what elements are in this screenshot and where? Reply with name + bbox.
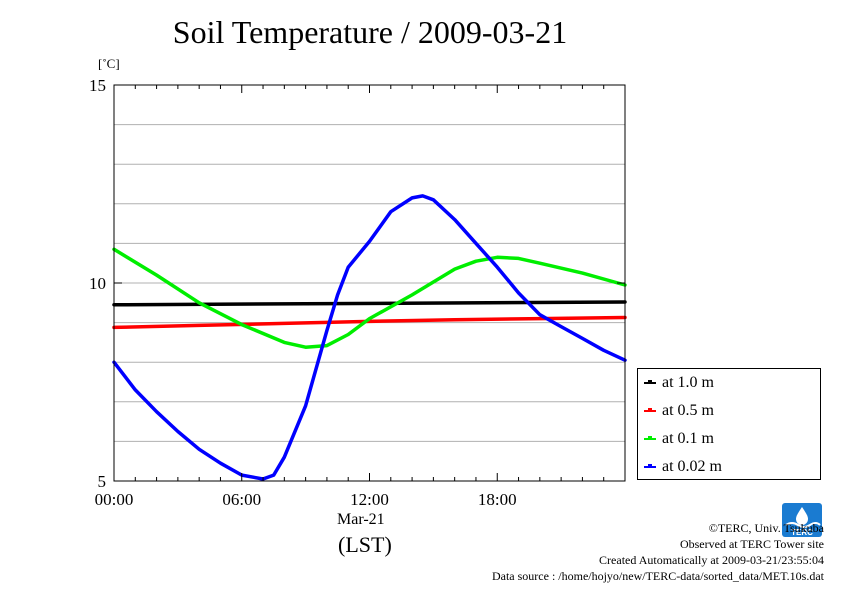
legend-label: at 0.02 m [662, 458, 722, 475]
legend-swatch [644, 464, 656, 468]
y-axis-unit-label: [˚C] [98, 56, 120, 71]
created-timestamp-text: Created Automatically at 2009-03-21/23:5… [599, 553, 824, 567]
series-line-1 [112, 315, 627, 330]
copyright-text: ©TERC, Univ. Tsukuba [708, 521, 824, 535]
legend-label: at 0.1 m [662, 430, 714, 447]
logo-text: TERC [791, 528, 813, 537]
legend-swatch [644, 380, 656, 384]
legend-item: at 0.02 m [644, 457, 722, 477]
credits-block: ©TERC, Univ. Tsukuba Observed at TERC To… [492, 520, 824, 584]
legend-swatch [644, 436, 656, 440]
chart-title: Soil Temperature / 2009-03-21 [172, 14, 568, 50]
observation-site-text: Observed at TERC Tower site [679, 537, 824, 551]
y-tick-label: 15 [89, 76, 106, 95]
legend-label: at 1.0 m [662, 374, 714, 391]
x-tick-label: 00:00 [95, 490, 134, 509]
axis-ticks: 5 10 15 00:00 06:00 12:00 18:00 [89, 76, 625, 509]
legend: at 1.0 m at 0.5 m at 0.1 m at 0.02 m [637, 368, 821, 480]
legend-label: at 0.5 m [662, 402, 714, 419]
legend-swatch [644, 408, 656, 412]
x-axis-label: (LST) [338, 532, 392, 557]
grid-lines [114, 124, 625, 442]
series-line-2 [112, 247, 627, 349]
x-tick-label: 12:00 [350, 490, 389, 509]
legend-item: at 0.5 m [644, 401, 714, 421]
x-tick-label: 18:00 [478, 490, 517, 509]
x-axis-date-label: Mar-21 [337, 511, 385, 528]
terc-logo-icon: TERC [782, 503, 822, 537]
legend-item: at 0.1 m [644, 429, 714, 449]
legend-item: at 1.0 m [644, 373, 714, 393]
series-line-3 [112, 194, 627, 481]
data-source-text: Data source : /home/hojyo/new/TERC-data/… [491, 569, 824, 583]
y-tick-label: 10 [89, 274, 106, 293]
series-line-0 [112, 300, 627, 307]
series-layer [112, 194, 627, 481]
x-tick-label: 06:00 [222, 490, 261, 509]
y-tick-label: 5 [98, 472, 107, 491]
